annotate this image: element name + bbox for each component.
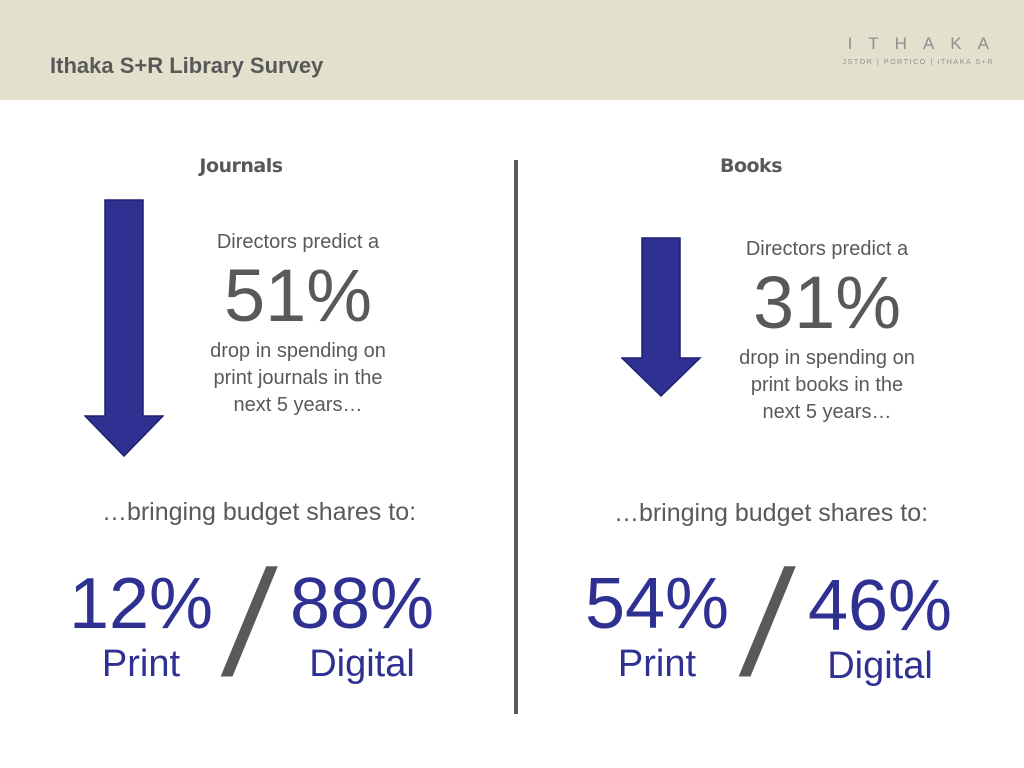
books-print-share: 54% Print — [572, 566, 742, 686]
books-tail-line: next 5 years… — [762, 401, 892, 423]
journals-print-label: Print — [101, 643, 181, 685]
journals-digital-label: Digital — [309, 643, 415, 685]
books-drop-percent: 31% — [752, 261, 902, 344]
journals-tail-line: print journals in the — [213, 367, 383, 389]
journals-prediction-intro: Directors predict a — [216, 231, 380, 253]
header-band: Ithaka S+R Library Survey ITHAKA JSTOR |… — [0, 0, 1024, 100]
books-digital-label: Digital — [827, 645, 933, 687]
books-digital-percent: 46% — [807, 566, 953, 646]
journals-tail-line: drop in spending on — [210, 340, 386, 362]
books-prediction-intro: Directors predict a — [745, 238, 909, 260]
books-digital-share: 46% Digital — [795, 568, 965, 688]
books-bringing-text: …bringing budget shares to: — [613, 499, 929, 527]
ithaka-logo: ITHAKA JSTOR | PORTICO | ITHAKA S+R — [843, 34, 994, 66]
down-arrow-icon — [84, 199, 164, 458]
journals-print-share: 12% Print — [56, 566, 226, 686]
journals-heading: Journals — [199, 155, 283, 177]
journals-print-percent: 12% — [68, 564, 214, 644]
journals-tail-line: next 5 years… — [233, 394, 363, 416]
books-tail-line: drop in spending on — [739, 347, 915, 369]
journals-digital-share: 88% Digital — [277, 566, 447, 686]
books-prediction: Directors predict a 31% drop in spending… — [697, 237, 957, 426]
books-tail-line: print books in the — [750, 374, 904, 396]
books-heading: Books — [719, 155, 783, 177]
logo-tagline: JSTOR | PORTICO | ITHAKA S+R — [842, 59, 994, 66]
books-print-label: Print — [617, 643, 697, 685]
journals-bringing-text: …bringing budget shares to: — [101, 498, 417, 526]
journals-prediction-tail: drop in spending on print journals in th… — [168, 338, 428, 419]
slide-title: Ithaka S+R Library Survey — [50, 53, 324, 78]
books-print-percent: 54% — [584, 564, 730, 644]
books-prediction-tail: drop in spending on print books in the n… — [697, 345, 957, 426]
journals-drop-percent: 51% — [223, 254, 373, 337]
column-divider — [514, 160, 518, 714]
journals-digital-percent: 88% — [289, 564, 435, 644]
down-arrow-icon — [621, 237, 702, 398]
journals-prediction: Directors predict a 51% drop in spending… — [168, 230, 428, 419]
logo-wordmark: ITHAKA — [847, 34, 1005, 53]
